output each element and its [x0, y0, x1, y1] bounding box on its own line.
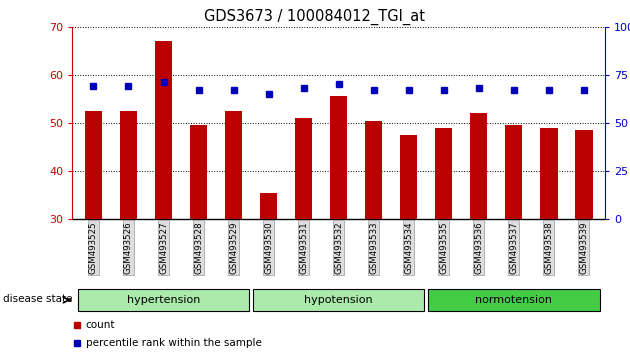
Text: GSM493525: GSM493525 [89, 222, 98, 274]
Bar [155, 41, 172, 219]
Bar [575, 130, 593, 219]
Bar [365, 121, 382, 219]
Bar [120, 111, 137, 219]
Text: GSM493537: GSM493537 [509, 222, 518, 274]
FancyBboxPatch shape [253, 289, 425, 311]
Text: GDS3673 / 100084012_TGI_at: GDS3673 / 100084012_TGI_at [205, 9, 425, 25]
FancyBboxPatch shape [77, 289, 249, 311]
Text: normotension: normotension [475, 295, 553, 305]
Text: GSM493531: GSM493531 [299, 222, 308, 274]
Text: count: count [86, 320, 115, 330]
Text: hypertension: hypertension [127, 295, 200, 305]
Text: GSM493536: GSM493536 [474, 222, 483, 274]
Text: GSM493538: GSM493538 [544, 222, 553, 274]
Text: percentile rank within the sample: percentile rank within the sample [86, 338, 261, 348]
Text: GSM493535: GSM493535 [439, 222, 448, 274]
Text: disease state: disease state [3, 294, 72, 304]
Text: GSM493530: GSM493530 [264, 222, 273, 274]
Bar [260, 193, 277, 219]
Text: GSM493533: GSM493533 [369, 222, 378, 274]
Bar [295, 118, 312, 219]
Bar [225, 111, 243, 219]
Bar [330, 97, 347, 219]
Bar [470, 113, 488, 219]
Text: GSM493526: GSM493526 [124, 222, 133, 274]
Text: GSM493532: GSM493532 [334, 222, 343, 274]
Bar [505, 125, 522, 219]
FancyBboxPatch shape [428, 289, 600, 311]
Bar [84, 111, 102, 219]
Text: GSM493539: GSM493539 [580, 222, 588, 274]
Text: GSM493528: GSM493528 [194, 222, 203, 274]
Text: GSM493527: GSM493527 [159, 222, 168, 274]
Bar [540, 128, 558, 219]
Bar [190, 125, 207, 219]
Text: hypotension: hypotension [304, 295, 373, 305]
Text: GSM493529: GSM493529 [229, 222, 238, 274]
Text: GSM493534: GSM493534 [404, 222, 413, 274]
Bar [435, 128, 452, 219]
Bar [400, 135, 418, 219]
